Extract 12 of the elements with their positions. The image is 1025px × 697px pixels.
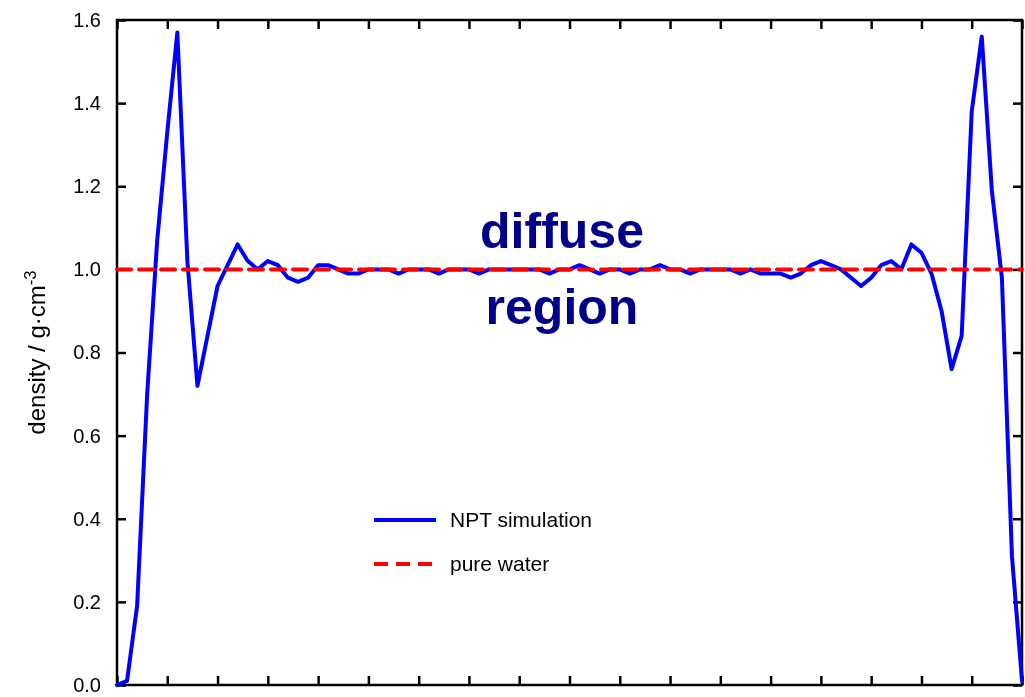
y-tick-label: 1.6 bbox=[73, 8, 101, 31]
y-tick-label: 0.0 bbox=[73, 673, 101, 696]
y-tick-label: 1.0 bbox=[73, 258, 101, 281]
legend-label: NPT simulation bbox=[450, 508, 592, 531]
legend-label: pure water bbox=[450, 552, 550, 575]
y-tick-label: 0.8 bbox=[73, 341, 101, 364]
y-tick-label: 0.4 bbox=[73, 507, 101, 530]
y-tick-label: 1.2 bbox=[73, 175, 101, 198]
y-tick-label: 0.6 bbox=[73, 424, 101, 447]
y-tick-label: 1.4 bbox=[73, 92, 101, 115]
annotation: diffuse region bbox=[480, 203, 644, 335]
y-tick-label: 0.2 bbox=[73, 590, 101, 613]
